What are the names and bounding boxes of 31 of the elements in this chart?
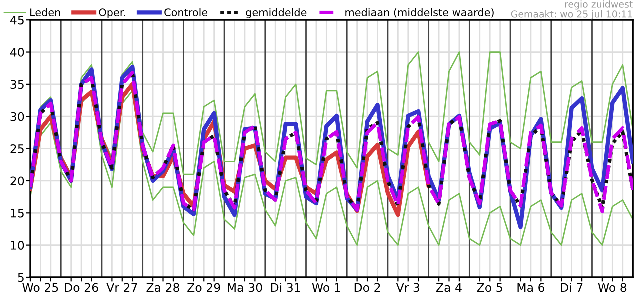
legend-label: gemiddelde xyxy=(246,8,307,19)
x-tick-label: Zo 5 xyxy=(477,283,502,292)
y-tick-label: 40 xyxy=(10,48,24,57)
x-tick-label: Ma 6 xyxy=(518,283,545,292)
text: regio zuidwest xyxy=(565,0,633,10)
y-tick-label: 35 xyxy=(10,80,24,90)
y-tick-label: 10 xyxy=(11,241,24,250)
x-tick-label: Wo 25 xyxy=(22,283,58,292)
x-tick-label: Di 31 xyxy=(271,283,300,292)
legend-label: Oper. xyxy=(99,8,126,19)
x-tick-label: Za 28 xyxy=(146,283,180,292)
x-tick-label: Ma 30 xyxy=(228,283,262,292)
x-tick-label: Wo 1 xyxy=(312,283,340,292)
x-tick-label: Vr 27 xyxy=(106,283,138,292)
x-tick-label: Do 2 xyxy=(354,283,380,292)
y-tick-label: 25 xyxy=(10,144,24,154)
legend-label: mediaan (middelste waarde) xyxy=(346,8,494,18)
legend-label: Controle xyxy=(164,8,208,16)
x-tick-label: Zo 29 xyxy=(188,283,220,292)
x-tick-label: Vr 3 xyxy=(396,283,420,292)
x-tick-label: Di 7 xyxy=(561,283,583,292)
text: Gemaakt: wo 25 jul 10:11 xyxy=(511,10,632,20)
x-tick-label: Do 26 xyxy=(65,283,98,292)
x-tick-label: Za 4 xyxy=(436,283,462,292)
y-tick-label: 20 xyxy=(10,176,24,186)
x-tick-label: Wo 8 xyxy=(598,283,627,292)
y-tick-label: 15 xyxy=(11,209,24,218)
y-tick-label: 5 xyxy=(18,273,24,282)
legend-label: Leden xyxy=(30,8,60,16)
y-tick-label: 30 xyxy=(10,112,24,122)
y-tick-label: 45 xyxy=(10,16,24,25)
